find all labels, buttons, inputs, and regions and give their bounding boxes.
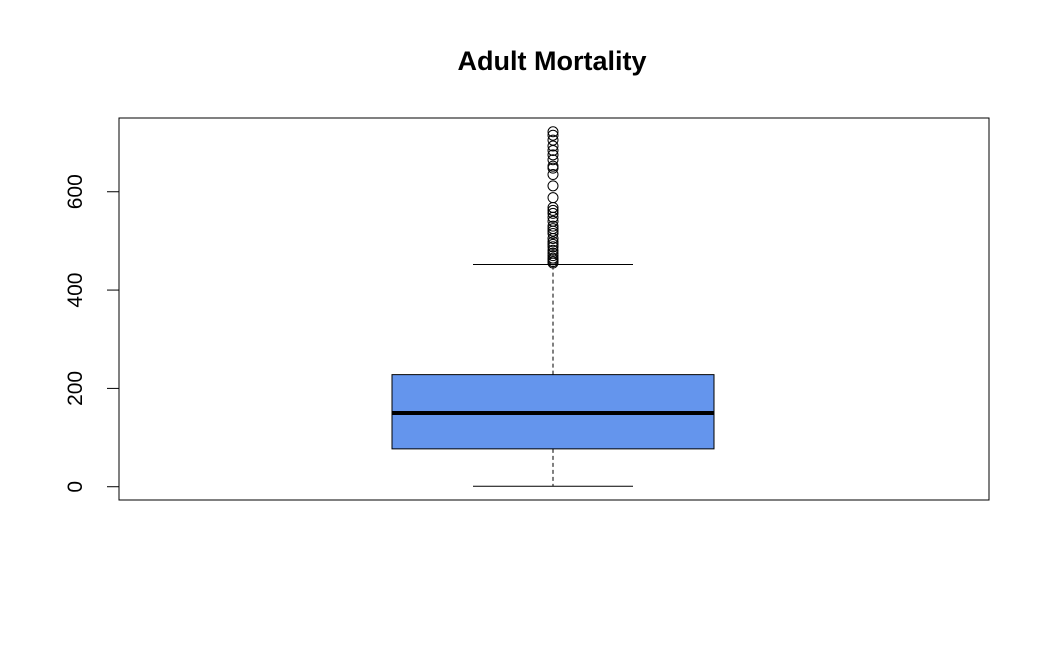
outlier-point [547, 204, 559, 216]
y-tick-label: 0 [64, 481, 87, 493]
outlier-point [547, 241, 559, 253]
outlier-point [547, 192, 559, 204]
outlier-point [547, 140, 559, 152]
outlier-point [547, 220, 559, 232]
box [391, 374, 715, 450]
outlier-point [547, 236, 559, 248]
outlier-point [547, 228, 559, 240]
outlier-point [547, 134, 559, 146]
outlier-point [547, 244, 559, 256]
outlier-point [547, 154, 559, 166]
outlier-point [547, 215, 559, 227]
outlier-point [547, 247, 559, 259]
outliers [547, 126, 559, 269]
outlier-point [547, 238, 559, 250]
outlier-point [547, 180, 559, 192]
y-axis: 0 200 400 600 [64, 174, 120, 493]
outlier-point [547, 169, 559, 181]
outlier-point [547, 126, 559, 138]
chart-title: Adult Mortality [458, 46, 647, 76]
y-tick-label: 600 [64, 174, 87, 209]
outlier-point [547, 144, 559, 156]
outlier-point [547, 223, 559, 235]
outlier-point [547, 207, 559, 219]
y-tick-label: 200 [64, 371, 87, 406]
outlier-point [547, 250, 559, 262]
outlier-point [547, 149, 559, 161]
outlier-point [547, 129, 559, 141]
y-tick-label: 400 [64, 273, 87, 308]
outlier-point [547, 252, 559, 264]
outlier-point [547, 160, 559, 172]
